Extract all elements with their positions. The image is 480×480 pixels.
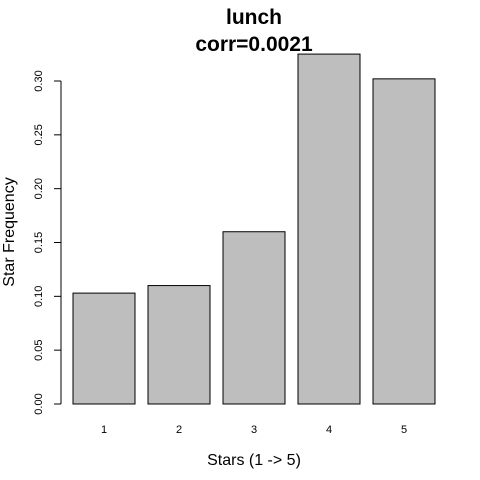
y-axis: 0.00 0.05 0.10 0.15 0.20 0.25 0.30 (33, 70, 62, 415)
chart-subtitle: corr=0.0021 (195, 33, 313, 56)
x-tick-label-5: 5 (401, 424, 407, 436)
y-tick-label: 0.00 (33, 393, 45, 414)
bar-5 (372, 78, 436, 405)
x-tick-label-3: 3 (251, 424, 257, 436)
x-axis-ticks: 1 2 3 4 5 (101, 424, 407, 436)
y-tick-label: 0.10 (33, 286, 45, 307)
x-axis-label: Stars (1 -> 5) (207, 452, 301, 469)
bar-1 (72, 292, 136, 405)
x-tick-label-4: 4 (326, 424, 332, 436)
bar-4 (297, 53, 361, 405)
y-tick-label: 0.30 (33, 70, 45, 91)
chart-title: lunch (226, 6, 282, 29)
bar-2 (147, 285, 211, 405)
y-tick-label: 0.25 (33, 124, 45, 145)
y-axis-label: Star Frequency (1, 177, 18, 286)
y-tick-label: 0.05 (33, 339, 45, 360)
x-tick-label-1: 1 (101, 424, 107, 436)
bars-group (72, 53, 436, 405)
x-tick-label-2: 2 (176, 424, 182, 436)
y-tick-label: 0.15 (33, 232, 45, 253)
y-tick-label: 0.20 (33, 178, 45, 199)
bar-3 (222, 231, 286, 405)
